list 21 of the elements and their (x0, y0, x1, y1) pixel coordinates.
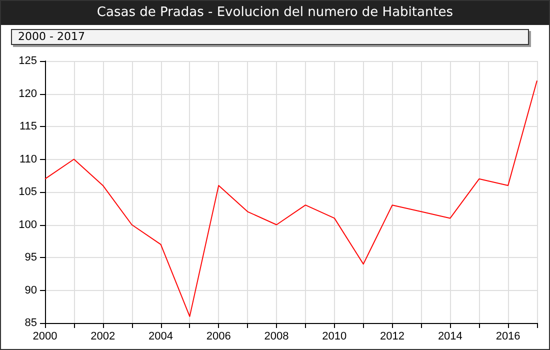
x-tick-label: 2016 (496, 330, 520, 342)
x-tick-label: 2006 (206, 330, 231, 342)
y-tick-label: 95 (24, 252, 37, 264)
y-tick-label: 110 (19, 153, 37, 166)
chart-subtitle: 2000 - 2017 (11, 29, 529, 45)
chart-title: Casas de Pradas - Evolucion del numero de Habitantes (1, 1, 549, 25)
x-tick-label: 2010 (322, 330, 347, 342)
x-tick-label: 2012 (380, 330, 405, 342)
y-tick-label: 115 (19, 120, 37, 132)
x-tick-label: 2004 (148, 330, 174, 342)
y-tick-label: 85 (24, 317, 37, 329)
line-series (44, 80, 538, 317)
x-tick-label: 2000 (32, 330, 58, 342)
y-tick-label: 125 (18, 55, 37, 67)
x-tick-label: 2002 (90, 330, 116, 342)
y-tick-label: 105 (18, 186, 37, 198)
x-tick-label: 2014 (438, 330, 462, 342)
y-tick-label: 100 (18, 218, 37, 231)
x-tick-label: 2008 (264, 330, 289, 342)
y-tick-label: 90 (24, 284, 37, 296)
y-tick-label: 120 (18, 88, 37, 100)
